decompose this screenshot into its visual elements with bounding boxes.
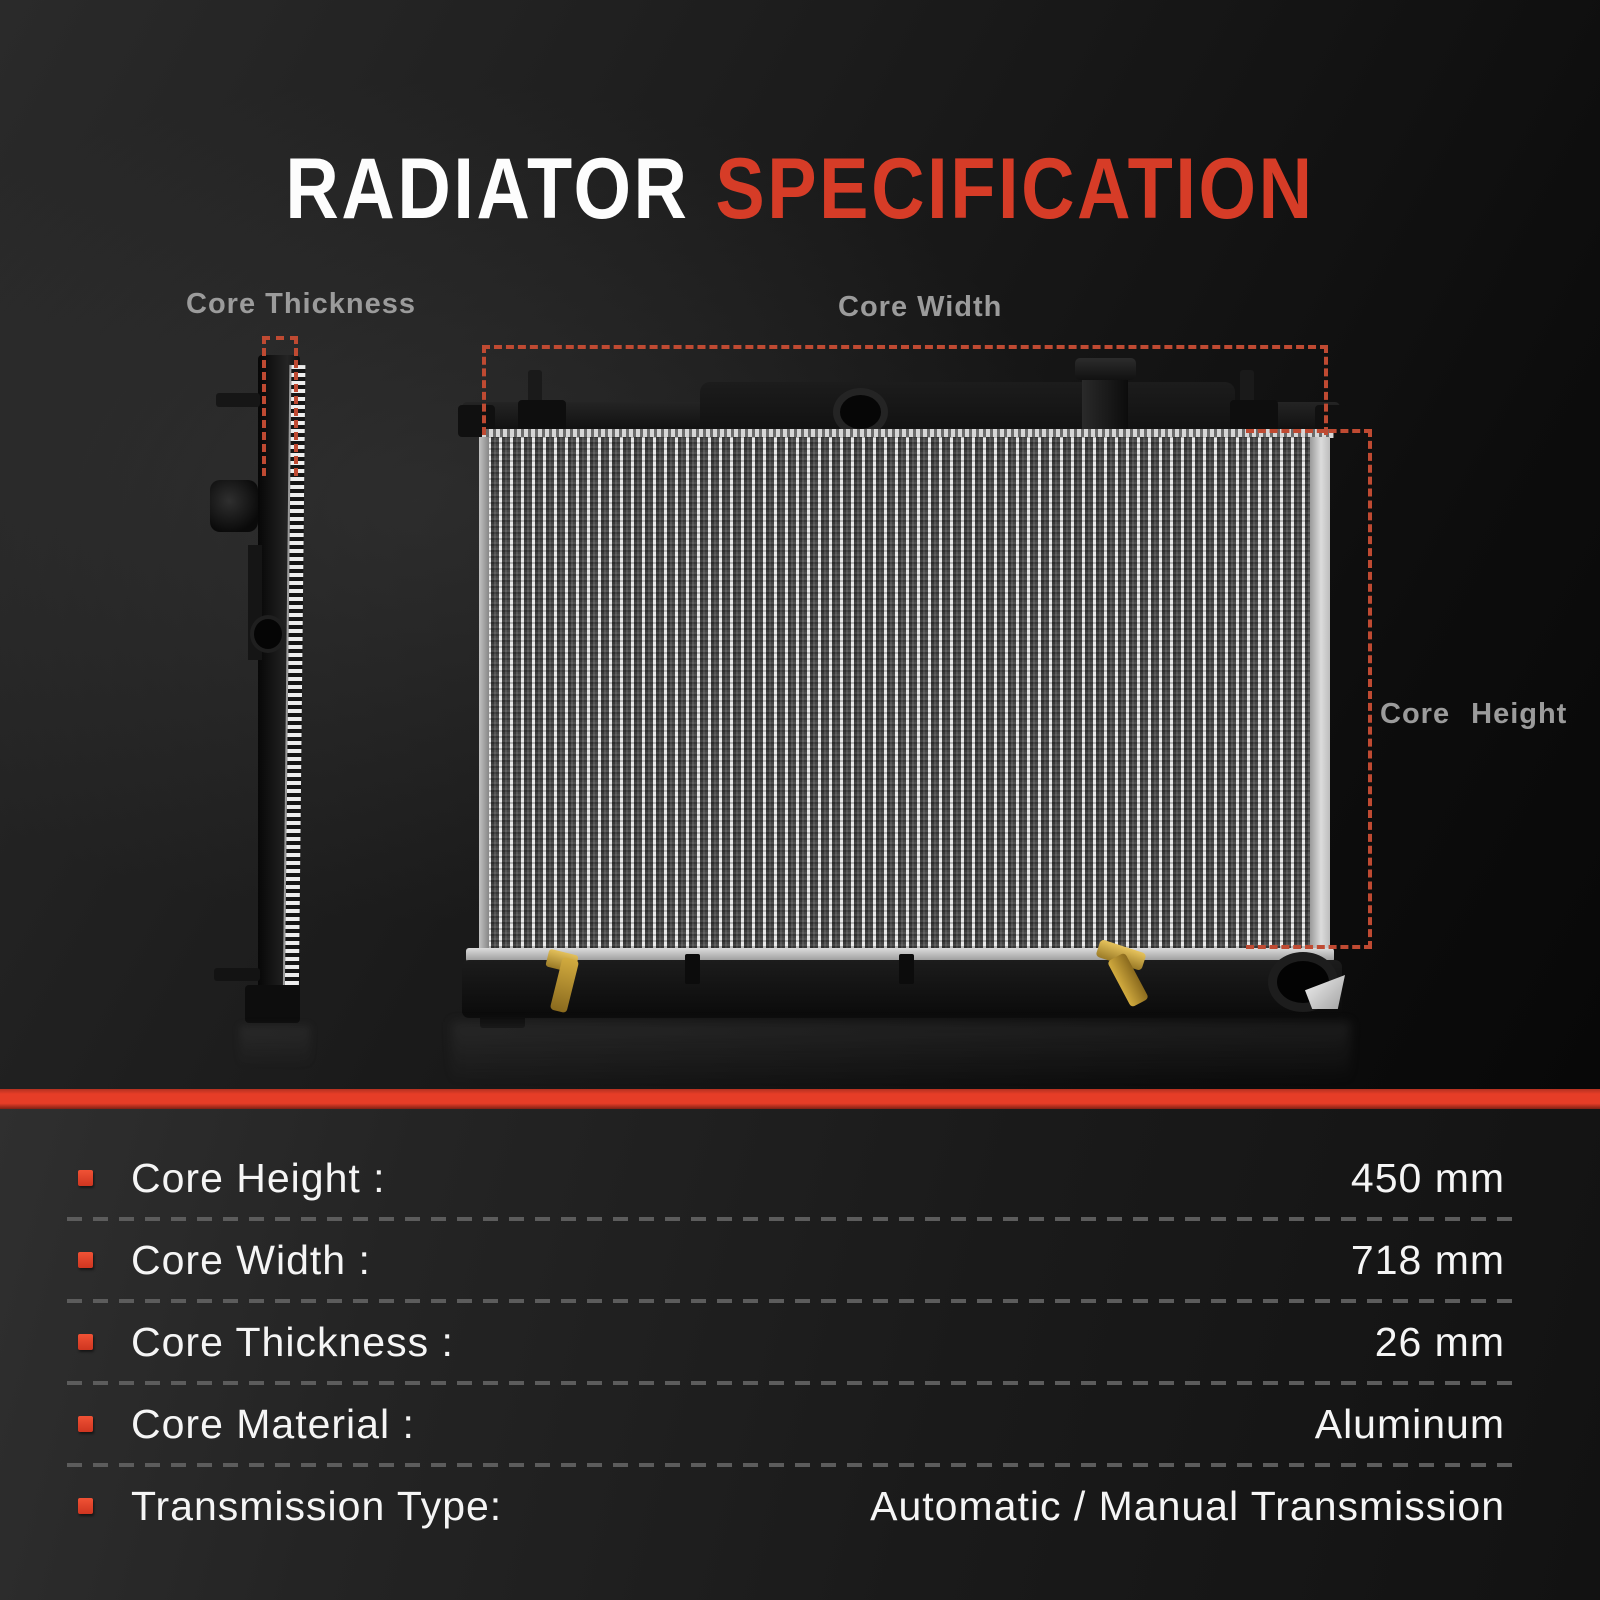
spec-value: 718 mm xyxy=(1350,1236,1505,1283)
spec-value: 26 mm xyxy=(1374,1318,1505,1365)
spec-label: Transmission Type: xyxy=(131,1482,503,1529)
radiator-side-view xyxy=(200,328,320,1066)
side-inlet-knob xyxy=(210,480,258,532)
core-top-serration xyxy=(482,429,1334,438)
spec-label: Core Material : xyxy=(131,1400,415,1447)
radiator-cap xyxy=(1075,358,1136,380)
mount-foot-left xyxy=(480,1012,525,1028)
core-width-label: Core Width xyxy=(838,291,1003,323)
spec-row-transmission-type: Transmission Type: Automatic / Manual Tr… xyxy=(0,1467,1600,1545)
spec-value: 450 mm xyxy=(1350,1154,1505,1201)
spec-row-core-height: Core Height : 450 mm xyxy=(0,1139,1600,1217)
divider-bar xyxy=(0,1089,1600,1109)
core-height-label: Core Height xyxy=(1380,698,1568,730)
row-separator xyxy=(67,1217,1512,1221)
radiator-front-view xyxy=(452,358,1350,1088)
bottom-clip-1 xyxy=(685,954,700,984)
core-side-rail-right xyxy=(1310,437,1330,948)
bullet-icon xyxy=(78,1252,93,1268)
side-reflection xyxy=(240,1026,310,1066)
core-height-measure-box xyxy=(1246,429,1372,949)
spec-value: Aluminum xyxy=(1314,1400,1505,1447)
bullet-icon xyxy=(78,1416,93,1432)
page-title: RADIATOR SPECIFICATION xyxy=(112,142,1488,237)
side-pipe-opening xyxy=(250,615,286,653)
mount-pin-right xyxy=(1240,370,1254,406)
bullet-icon xyxy=(78,1498,93,1514)
side-top-peg xyxy=(216,393,260,407)
bullet-icon xyxy=(78,1170,93,1186)
spec-row-core-material: Core Material : Aluminum xyxy=(0,1385,1600,1463)
mount-pin-left xyxy=(528,370,542,406)
core-fins xyxy=(488,437,1328,948)
spec-table: Core Height : 450 mm Core Width : 718 mm… xyxy=(0,1109,1600,1600)
core-side-rail-left xyxy=(479,437,489,948)
spec-row-core-thickness: Core Thickness : 26 mm xyxy=(0,1303,1600,1381)
title-word-accent: SPECIFICATION xyxy=(715,141,1315,237)
bottom-clip-2 xyxy=(899,954,914,984)
core-width-measure-box xyxy=(482,345,1328,435)
spec-label: Core Height : xyxy=(131,1154,386,1201)
core-thickness-label: Core Thickness xyxy=(186,288,416,320)
core-thickness-measure-box xyxy=(262,336,298,476)
spec-row-core-width: Core Width : 718 mm xyxy=(0,1221,1600,1299)
spec-value: Automatic / Manual Transmission xyxy=(870,1482,1505,1529)
hero-section: RADIATOR SPECIFICATION Core Thickness Cor… xyxy=(0,0,1600,1089)
side-bottom-tank xyxy=(245,985,300,1023)
spec-label: Core Thickness : xyxy=(131,1318,454,1365)
spec-label: Core Width : xyxy=(131,1236,371,1283)
row-separator xyxy=(67,1381,1512,1385)
top-tank-ledge xyxy=(700,382,1235,438)
bullet-icon xyxy=(78,1334,93,1350)
row-separator xyxy=(67,1299,1512,1303)
front-reflection xyxy=(452,1022,1350,1082)
title-word-primary: RADIATOR xyxy=(285,141,690,237)
side-bottom-peg xyxy=(214,968,260,981)
row-separator xyxy=(67,1463,1512,1467)
